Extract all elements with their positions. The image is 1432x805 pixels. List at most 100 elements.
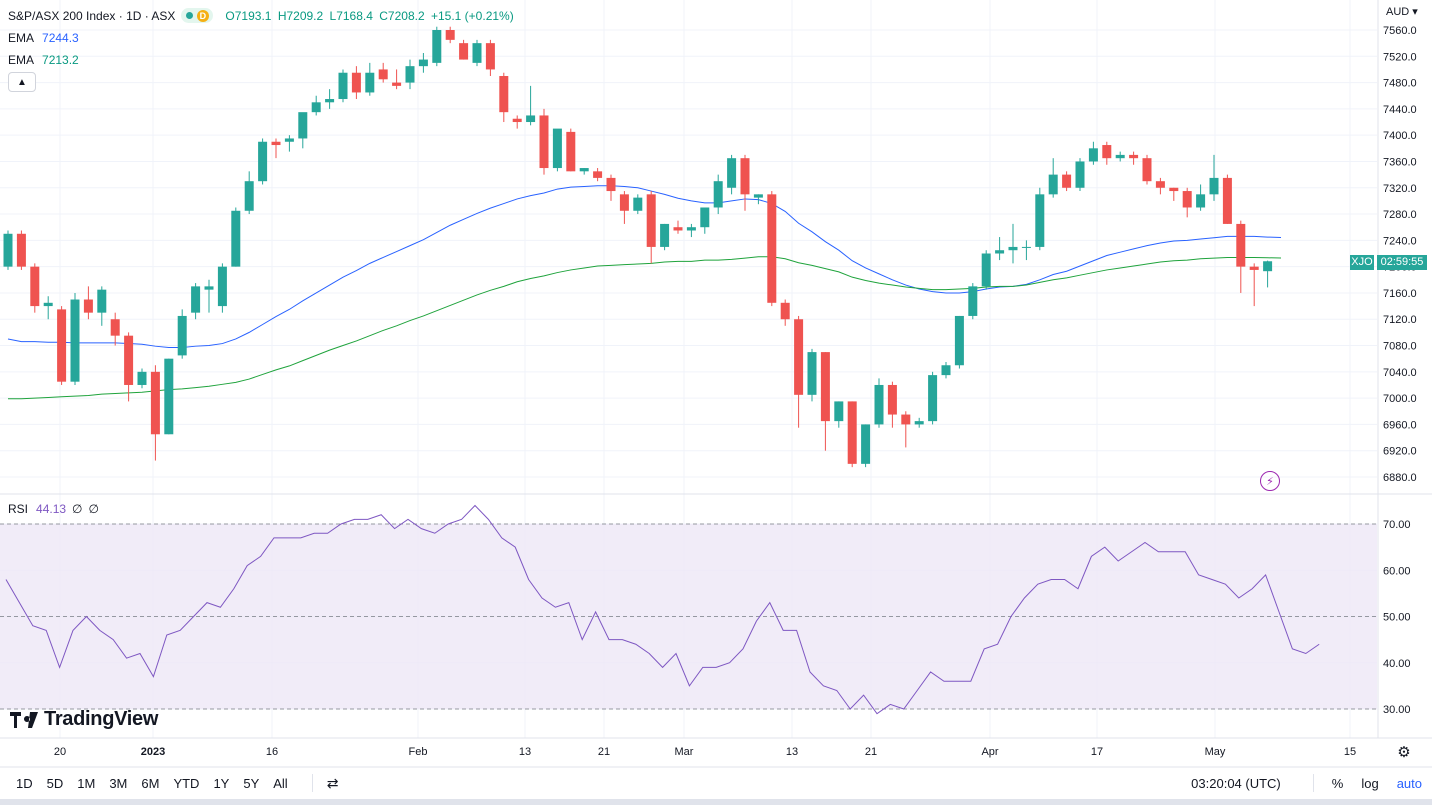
candle-up[interactable] <box>325 89 335 109</box>
candle-down[interactable] <box>150 365 160 461</box>
candle-up[interactable] <box>1209 154 1219 201</box>
date-range-icon[interactable]: ⇄ <box>326 774 339 791</box>
lightning-icon[interactable]: ⚡ <box>1260 471 1280 491</box>
gear-icon[interactable]: ⚙ <box>1397 743 1410 761</box>
candle-up[interactable] <box>244 171 254 215</box>
candle-up[interactable] <box>753 194 763 205</box>
candle-down[interactable] <box>1249 263 1259 307</box>
candle-down[interactable] <box>1222 174 1232 224</box>
candle-down[interactable] <box>351 66 361 100</box>
candle-up[interactable] <box>727 154 737 195</box>
candle-up[interactable] <box>552 128 562 172</box>
candle-down[interactable] <box>271 138 281 159</box>
candle-down[interactable] <box>499 72 509 123</box>
auto-scale-toggle[interactable]: auto <box>1396 775 1422 791</box>
candle-up[interactable] <box>405 59 415 90</box>
candle-up[interactable] <box>311 95 321 116</box>
candle-down[interactable] <box>1129 151 1139 165</box>
candle-up[interactable] <box>418 53 428 73</box>
candle-down[interactable] <box>794 315 804 428</box>
candle-down[interactable] <box>16 230 26 270</box>
ema-fast-legend[interactable]: EMA 7244.3 <box>8 31 79 45</box>
candle-down[interactable] <box>392 69 402 90</box>
candle-down[interactable] <box>30 263 40 313</box>
market-status-badge[interactable]: D <box>181 8 214 23</box>
candle-down[interactable] <box>1182 187 1192 218</box>
candle-up[interactable] <box>177 309 187 359</box>
ema-slow-legend[interactable]: EMA 7213.2 <box>8 53 79 67</box>
utc-clock[interactable]: 03:20:04 (UTC) <box>1191 775 1281 791</box>
candle-up[interactable] <box>1075 158 1085 192</box>
tradingview-logo[interactable]: TradingView <box>10 708 158 731</box>
candle-down[interactable] <box>1236 220 1246 293</box>
candle-up[interactable] <box>1088 141 1098 165</box>
candle-up[interactable] <box>338 69 348 103</box>
timeframe-6m[interactable]: 6M <box>141 775 160 791</box>
candle-down[interactable] <box>767 191 777 307</box>
candle-up[interactable] <box>70 292 80 385</box>
candle-up[interactable] <box>807 348 817 402</box>
candle-down[interactable] <box>124 332 134 402</box>
candle-down[interactable] <box>901 411 911 448</box>
candle-up[interactable] <box>968 283 978 320</box>
candle-down[interactable] <box>566 128 576 172</box>
log-toggle[interactable]: log <box>1361 775 1379 791</box>
candle-up[interactable] <box>191 283 201 320</box>
candle-up[interactable] <box>1035 187 1045 251</box>
candle-up[interactable] <box>834 401 844 428</box>
candle-up[interactable] <box>137 368 147 389</box>
candle-up[interactable] <box>1196 184 1206 211</box>
candle-down[interactable] <box>593 168 603 182</box>
candle-up[interactable] <box>43 296 53 320</box>
candle-up[interactable] <box>231 207 241 267</box>
candle-down[interactable] <box>1155 177 1165 195</box>
candle-down[interactable] <box>780 299 790 326</box>
candle-down[interactable] <box>485 39 495 77</box>
candle-down[interactable] <box>619 191 629 224</box>
collapse-legend-button[interactable]: ▲ <box>8 72 36 92</box>
candle-up[interactable] <box>526 85 536 126</box>
candle-down[interactable] <box>1102 141 1112 165</box>
candle-up[interactable] <box>1048 158 1058 198</box>
candle-up[interactable] <box>1021 240 1031 261</box>
candle-up[interactable] <box>633 194 643 215</box>
candle-down[interactable] <box>459 39 469 60</box>
candle-down[interactable] <box>887 381 897 428</box>
candle-up[interactable] <box>579 168 589 175</box>
candle-up[interactable] <box>217 263 227 313</box>
candle-down[interactable] <box>512 115 522 129</box>
candle-down[interactable] <box>1169 187 1179 201</box>
candle-up[interactable] <box>284 135 294 152</box>
percent-toggle[interactable]: % <box>1331 775 1344 791</box>
candle-up[interactable] <box>204 279 214 313</box>
candle-up[interactable] <box>298 112 308 149</box>
timeframe-1y[interactable]: 1Y <box>213 775 230 791</box>
candle-down[interactable] <box>740 154 750 211</box>
candle-down[interactable] <box>110 312 120 346</box>
candle-down[interactable] <box>847 401 857 468</box>
candle-down[interactable] <box>1062 171 1072 192</box>
candle-up[interactable] <box>164 358 174 435</box>
candle-up[interactable] <box>1115 151 1125 162</box>
symbol-legend[interactable]: S&P/ASX 200 Index · 1D · ASX D O7193.1 H… <box>8 8 517 23</box>
candle-down[interactable] <box>1142 154 1152 185</box>
candle-up[interactable] <box>941 361 951 379</box>
rsi-legend[interactable]: RSI 44.13 ∅ ∅ <box>8 502 99 516</box>
candle-up[interactable] <box>700 207 710 234</box>
timeframe-5y[interactable]: 5Y <box>243 775 260 791</box>
candle-up[interactable] <box>1263 260 1273 288</box>
candle-up[interactable] <box>432 26 442 67</box>
candle-up[interactable] <box>660 223 670 251</box>
candle-up[interactable] <box>995 237 1005 261</box>
candle-up[interactable] <box>861 424 871 468</box>
candle-up[interactable] <box>1008 223 1018 264</box>
candle-down[interactable] <box>673 220 683 234</box>
candle-up[interactable] <box>954 315 964 369</box>
symbol-title[interactable]: S&P/ASX 200 Index · 1D · ASX <box>8 8 176 23</box>
candle-down[interactable] <box>445 26 455 44</box>
candle-up[interactable] <box>874 378 884 428</box>
timeframe-all[interactable]: All <box>273 775 288 791</box>
candle-up[interactable] <box>686 223 696 238</box>
candle-up[interactable] <box>928 371 938 425</box>
timeframe-3m[interactable]: 3M <box>109 775 128 791</box>
